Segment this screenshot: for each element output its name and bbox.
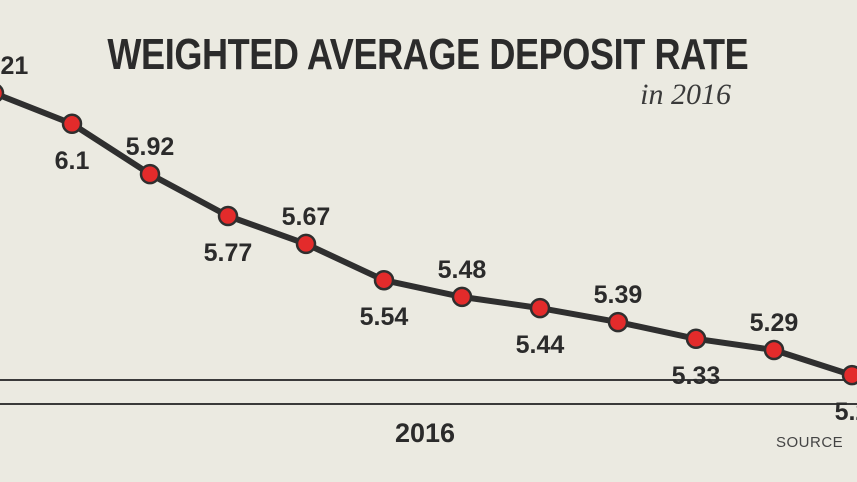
data-point-10	[685, 328, 707, 350]
data-point-12	[841, 364, 857, 386]
data-point-11	[763, 339, 785, 361]
data-point-9	[607, 311, 629, 333]
data-label-4: 5.77	[204, 239, 253, 267]
series-line	[0, 92, 853, 378]
data-point-7	[451, 286, 473, 308]
data-label-3: 5.92	[126, 133, 175, 161]
chart-subtitle: in 2016	[640, 78, 731, 111]
series-deposit-rate	[0, 84, 857, 386]
data-label-5: 5.67	[282, 203, 331, 231]
data-point-5	[295, 233, 317, 255]
data-point-8	[529, 297, 551, 319]
data-label-1: 6.21	[0, 52, 28, 80]
data-label-11: 5.29	[750, 309, 799, 337]
data-label-9: 5.39	[594, 281, 643, 309]
data-label-7: 5.48	[438, 256, 487, 284]
data-label-2: 6.1	[55, 147, 90, 175]
data-label-6: 5.54	[360, 303, 409, 331]
chart-title: WEIGHTED AVERAGE DEPOSIT RATE	[107, 30, 749, 79]
data-point-6	[373, 269, 395, 291]
x-axis-label: 2016	[395, 418, 455, 448]
data-point-3	[139, 163, 161, 185]
source-note: SOURCE	[776, 434, 844, 451]
data-label-8: 5.44	[516, 331, 565, 359]
data-label-10: 5.33	[672, 362, 721, 390]
data-point-2	[61, 113, 83, 135]
data-labels: 6.21 6.1 5.92 5.77 5.67 5.54 5.48 5.44 5.39 5.33 5…	[0, 52, 857, 426]
data-label-12: 5.2	[835, 398, 857, 426]
x-axis: 2016	[0, 379, 857, 448]
data-point-1	[0, 84, 5, 102]
data-point-4	[217, 205, 239, 227]
